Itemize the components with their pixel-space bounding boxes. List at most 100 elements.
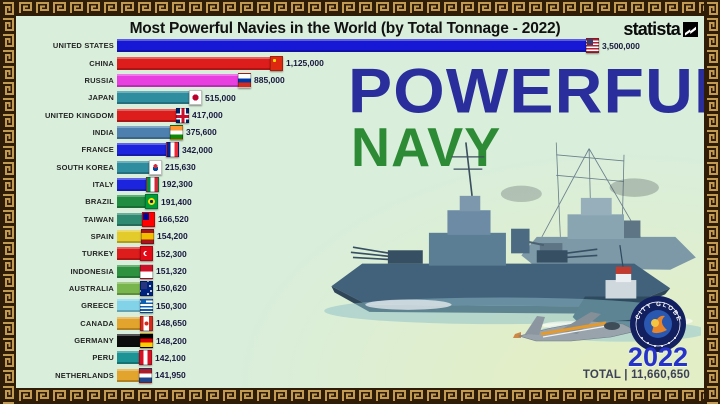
greek-key-border-bottom (0, 388, 720, 404)
bar-row: UNITED KINGDOM 417,000 (16, 106, 704, 123)
tonnage-value-label: 885,000 (254, 75, 285, 86)
country-label: GREECE (81, 301, 114, 311)
country-label: CHINA (89, 58, 114, 68)
country-flag-icon (140, 263, 153, 279)
bar-row: AUSTRALIA 150,620 (16, 280, 704, 297)
bar-row: ITALY 192,300 (16, 176, 704, 193)
country-label: SPAIN (90, 231, 114, 241)
country-flag-icon (140, 333, 153, 349)
tonnage-value-label: 191,400 (161, 196, 192, 207)
bar-row: NETHERLANDS 141,950 (16, 367, 704, 384)
year-label: 2022 (627, 342, 688, 372)
tonnage-value-label: 215,630 (165, 162, 196, 173)
bar-row: JAPAN 515,000 (16, 89, 704, 106)
tonnage-value-label: 515,000 (205, 92, 236, 103)
country-flag-icon (586, 38, 599, 54)
bar-row: BRAZIL 191,400 (16, 193, 704, 210)
country-label: JAPAN (88, 93, 114, 103)
country-flag-icon (270, 55, 283, 71)
tonnage-bar (117, 212, 147, 226)
country-label: INDIA (92, 127, 114, 137)
country-flag-icon (170, 124, 183, 140)
tonnage-value-label: 141,950 (155, 370, 186, 381)
tonnage-bar (117, 316, 145, 330)
country-flag-icon (146, 176, 159, 192)
country-flag-icon (176, 107, 189, 123)
tonnage-value-label: 150,620 (156, 283, 187, 294)
tonnage-value-label: 1,125,000 (286, 58, 324, 69)
bar-row: GREECE 150,300 (16, 297, 704, 314)
tonnage-value-label: 151,320 (156, 266, 187, 277)
country-label: PERU (92, 353, 114, 363)
country-label: TURKEY (81, 249, 114, 259)
tonnage-bar (117, 281, 145, 295)
bar-row: CANADA 148,650 (16, 315, 704, 332)
greek-key-border-left (0, 0, 16, 404)
city-globe-badge: CITY GLOBE (630, 296, 686, 352)
country-flag-icon (166, 142, 179, 158)
tonnage-value-label: 192,300 (162, 179, 193, 190)
country-flag-icon (140, 280, 153, 296)
tonnage-value-label: 3,500,000 (602, 40, 640, 51)
country-label: SOUTH KOREA (56, 162, 114, 172)
country-label: UNITED STATES (52, 41, 114, 51)
country-label: AUSTRALIA (68, 283, 114, 293)
bar-row: SOUTH KOREA 215,630 (16, 158, 704, 175)
bar-row: PERU 142,100 (16, 349, 704, 366)
country-label: INDONESIA (70, 266, 114, 276)
tonnage-value-label: 148,650 (156, 318, 187, 329)
bar-row: CHINA 1,125,000 (16, 54, 704, 71)
bar-row: GERMANY 148,200 (16, 332, 704, 349)
tonnage-value-label: 142,100 (155, 352, 186, 363)
bar-row: TAIWAN 166,520 (16, 210, 704, 227)
country-label: CANADA (80, 318, 114, 328)
country-flag-icon (139, 367, 152, 383)
tonnage-bar (117, 160, 154, 174)
bar-chart: UNITED STATES 3,500,000 CHINA 1,125,000 … (16, 37, 704, 384)
tonnage-bar (117, 264, 145, 278)
tonnage-value-label: 375,600 (186, 127, 217, 138)
hero-text-powerful: POWERFUL (348, 55, 704, 127)
bar-row: UNITED STATES 3,500,000 (16, 37, 704, 54)
tonnage-bar (117, 125, 175, 139)
bar-row: SPAIN 154,200 (16, 228, 704, 245)
tonnage-bar (117, 177, 151, 191)
tonnage-bar (117, 368, 144, 382)
country-label: GERMANY (74, 336, 114, 346)
tonnage-bar (117, 143, 171, 157)
chart-title: Most Powerful Navies in the World (by To… (129, 20, 561, 37)
country-label: TAIWAN (83, 214, 114, 224)
country-label: ITALY (92, 179, 114, 189)
tonnage-value-label: 150,300 (156, 300, 187, 311)
country-flag-icon (145, 194, 158, 210)
tonnage-value-label: 152,300 (156, 248, 187, 259)
statista-mark-icon (683, 22, 698, 37)
statista-logo: statista (623, 19, 698, 40)
country-flag-icon (149, 159, 162, 175)
tonnage-bar (117, 195, 150, 209)
greek-key-border-right (704, 0, 720, 404)
tonnage-bar (117, 334, 145, 348)
tonnage-value-label: 166,520 (158, 214, 189, 225)
tonnage-bar (117, 91, 194, 105)
bar-row: TURKEY 152,300 (16, 245, 704, 262)
infographic-canvas: Most Powerful Navies in the World (by To… (16, 16, 704, 388)
tonnage-bar (117, 56, 275, 70)
country-flag-icon (140, 246, 153, 262)
bar-row: FRANCE 342,000 (16, 141, 704, 158)
bar-row: RUSSIA 885,000 (16, 72, 704, 89)
tonnage-value-label: 148,200 (156, 335, 187, 346)
tonnage-value-label: 417,000 (192, 110, 223, 121)
tonnage-bar (117, 108, 181, 122)
country-label: RUSSIA (84, 75, 114, 85)
country-label: FRANCE (81, 145, 114, 155)
country-flag-icon (139, 350, 152, 366)
tonnage-bar (117, 351, 144, 365)
country-flag-icon (189, 90, 202, 106)
tonnage-bar (117, 73, 243, 87)
country-flag-icon (141, 228, 154, 244)
country-flag-icon (238, 72, 251, 88)
tonnage-bar (117, 247, 145, 261)
total-tonnage-label: TOTAL | 11,660,650 (582, 369, 690, 381)
